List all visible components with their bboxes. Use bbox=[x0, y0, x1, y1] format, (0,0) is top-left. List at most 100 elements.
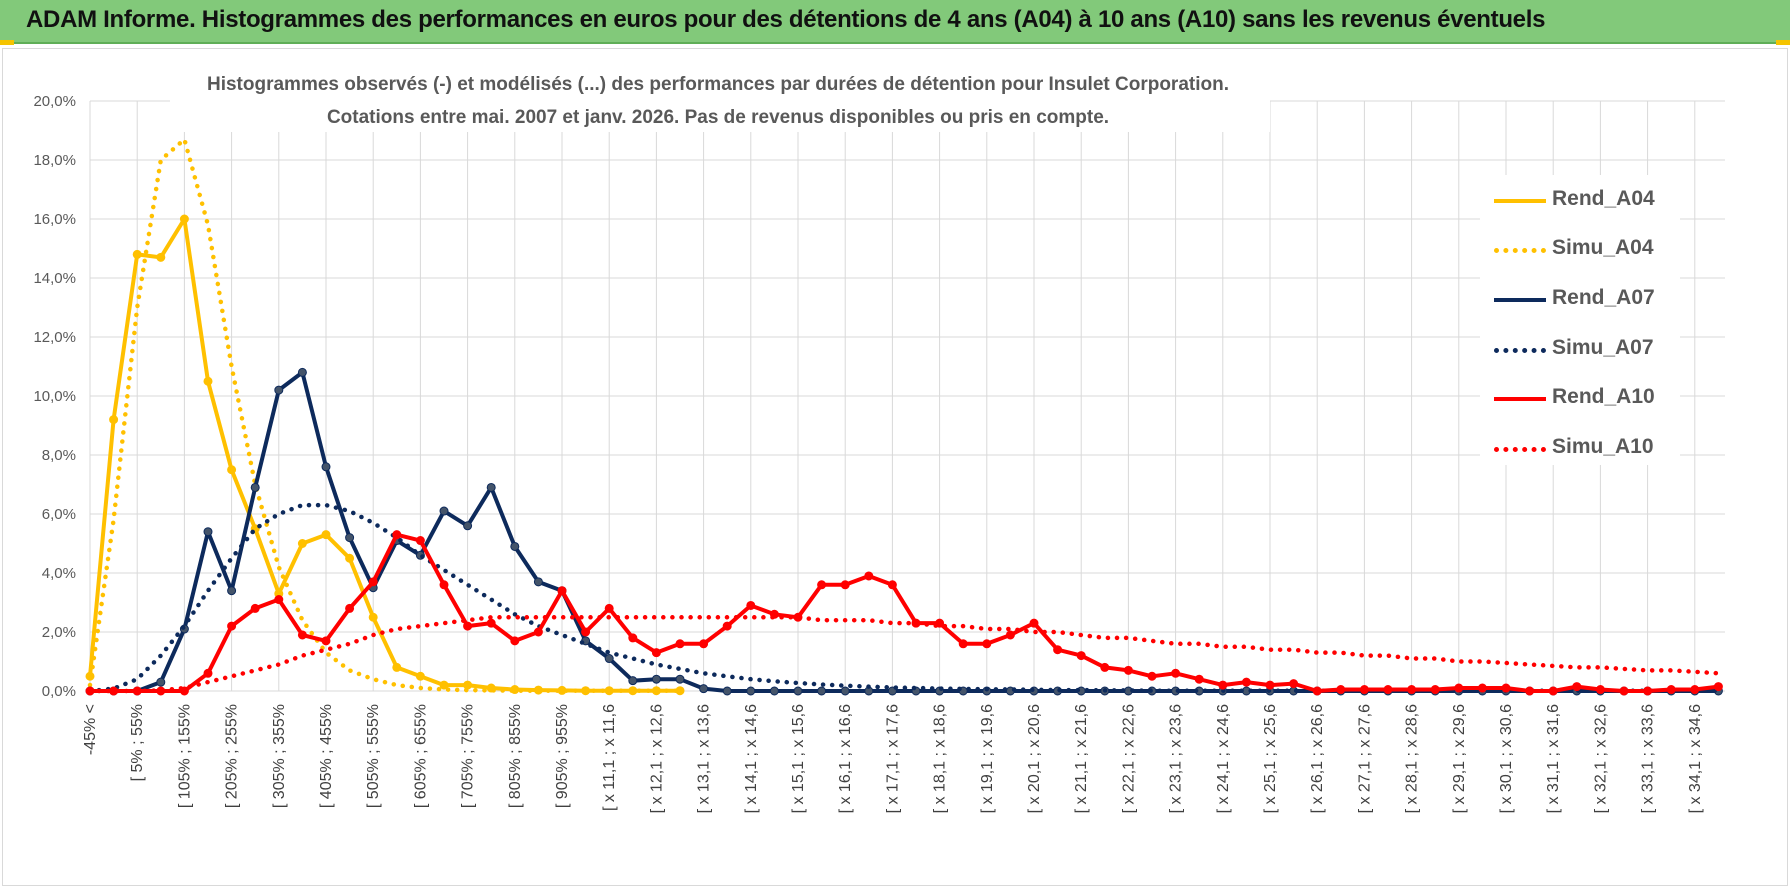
data-point bbox=[817, 580, 827, 590]
y-tick-label: 2,0% bbox=[42, 624, 76, 641]
data-point bbox=[746, 686, 756, 696]
y-tick-label: 18,0% bbox=[33, 152, 76, 169]
legend-swatch bbox=[1494, 397, 1546, 401]
data-point bbox=[1690, 685, 1700, 695]
data-point bbox=[345, 553, 355, 563]
data-point bbox=[651, 674, 661, 684]
data-point bbox=[156, 677, 166, 687]
x-tick-label: [ x 11,1 ; x 11,6 bbox=[601, 704, 618, 811]
data-point bbox=[1407, 685, 1417, 695]
legend-label: Simu_A10 bbox=[1552, 435, 1654, 458]
x-tick-label: [ 505% ; 555% bbox=[365, 704, 382, 808]
data-point bbox=[675, 639, 685, 649]
data-point bbox=[439, 506, 449, 516]
data-point bbox=[769, 686, 779, 696]
data-point bbox=[722, 686, 732, 696]
data-point bbox=[1171, 668, 1181, 678]
data-point bbox=[321, 462, 331, 472]
data-point bbox=[1595, 685, 1605, 695]
series-rend-a10 bbox=[85, 530, 1723, 696]
y-tick-label: 8,0% bbox=[42, 447, 76, 464]
x-tick-label: [ x 25,1 ; x 25,6 bbox=[1262, 704, 1279, 814]
x-tick-label: [ x 32,1 ; x 32,6 bbox=[1592, 704, 1609, 814]
data-point bbox=[887, 580, 897, 590]
data-point bbox=[297, 367, 307, 377]
data-point bbox=[793, 686, 803, 696]
legend-label: Rend_A04 bbox=[1552, 187, 1655, 210]
data-point bbox=[227, 621, 237, 631]
x-tick-label: [ x 19,1 ; x 19,6 bbox=[979, 704, 996, 814]
data-point bbox=[510, 636, 520, 646]
series-line bbox=[87, 502, 1721, 694]
data-point bbox=[132, 249, 142, 259]
data-point bbox=[1501, 683, 1511, 693]
data-point bbox=[1100, 662, 1110, 672]
data-point bbox=[1336, 685, 1346, 695]
data-point bbox=[368, 577, 378, 587]
data-point bbox=[274, 595, 284, 605]
data-point bbox=[1289, 679, 1299, 689]
data-point bbox=[439, 680, 449, 690]
data-point bbox=[1454, 683, 1464, 693]
x-tick-label: [ 5% ; 55% bbox=[129, 704, 146, 781]
data-point bbox=[604, 603, 614, 613]
data-point bbox=[699, 684, 709, 694]
x-tick-label: [ 105% ; 155% bbox=[176, 704, 193, 808]
y-tick-label: 4,0% bbox=[42, 565, 76, 582]
series-simu-a04 bbox=[87, 135, 683, 693]
x-tick-label: [ x 21,1 ; x 21,6 bbox=[1073, 704, 1090, 814]
y-tick-label: 14,0% bbox=[33, 270, 76, 287]
x-tick-label: [ x 18,1 ; x 18,6 bbox=[932, 704, 949, 814]
legend-swatch bbox=[1494, 199, 1546, 203]
chart-title-background bbox=[170, 64, 1270, 132]
data-point bbox=[982, 639, 992, 649]
banner-accent-right bbox=[1776, 40, 1790, 45]
data-point bbox=[1147, 671, 1157, 681]
data-point bbox=[345, 533, 355, 543]
legend-swatch bbox=[1494, 447, 1546, 452]
data-point bbox=[203, 376, 213, 386]
legend-label: Simu_A07 bbox=[1552, 336, 1654, 359]
series-simu-a07 bbox=[87, 502, 1721, 694]
data-point bbox=[699, 639, 709, 649]
data-point bbox=[958, 639, 968, 649]
data-point bbox=[1265, 680, 1275, 690]
x-tick-label: [ x 30,1 ; x 30,6 bbox=[1498, 704, 1515, 814]
legend-swatch bbox=[1494, 298, 1546, 302]
data-point bbox=[274, 385, 284, 395]
x-tick-label: [ x 22,1 ; x 22,6 bbox=[1120, 704, 1137, 814]
x-tick-label: [ x 15,1 ; x 15,6 bbox=[790, 704, 807, 814]
data-point bbox=[203, 527, 213, 537]
series-lines bbox=[85, 135, 1723, 696]
data-point bbox=[1194, 674, 1204, 684]
x-tick-label: [ 805% ; 855% bbox=[507, 704, 524, 808]
x-tick-label: [ 705% ; 755% bbox=[460, 704, 477, 808]
data-point bbox=[463, 621, 473, 631]
series-rend-a07 bbox=[85, 367, 1723, 696]
data-point bbox=[297, 539, 307, 548]
data-point bbox=[1029, 618, 1039, 628]
data-point bbox=[1525, 686, 1535, 696]
data-point bbox=[1572, 682, 1582, 692]
data-point bbox=[321, 530, 331, 540]
x-tick-label: [ x 33,1 ; x 33,6 bbox=[1640, 704, 1657, 814]
x-tick-label: [ x 17,1 ; x 17,6 bbox=[884, 704, 901, 814]
x-tick-label: [ 205% ; 255% bbox=[224, 704, 241, 808]
data-point bbox=[486, 482, 496, 492]
data-point bbox=[1713, 682, 1723, 692]
x-tick-label: [ x 16,1 ; x 16,6 bbox=[837, 704, 854, 814]
data-point bbox=[1643, 686, 1653, 696]
data-point bbox=[510, 541, 520, 551]
data-point bbox=[1312, 686, 1322, 696]
y-tick-label: 0,0% bbox=[42, 683, 76, 700]
data-point bbox=[415, 536, 425, 546]
data-point bbox=[840, 686, 850, 696]
x-tick-label: [ x 24,1 ; x 24,6 bbox=[1215, 704, 1232, 814]
y-tick-label: 20,0% bbox=[33, 93, 76, 110]
y-tick-label: 12,0% bbox=[33, 329, 76, 346]
x-tick-label: -45% < bbox=[82, 704, 99, 755]
data-point bbox=[1666, 685, 1676, 695]
data-point bbox=[1005, 630, 1015, 640]
x-tick-label: [ x 14,1 ; x 14,6 bbox=[743, 704, 760, 814]
